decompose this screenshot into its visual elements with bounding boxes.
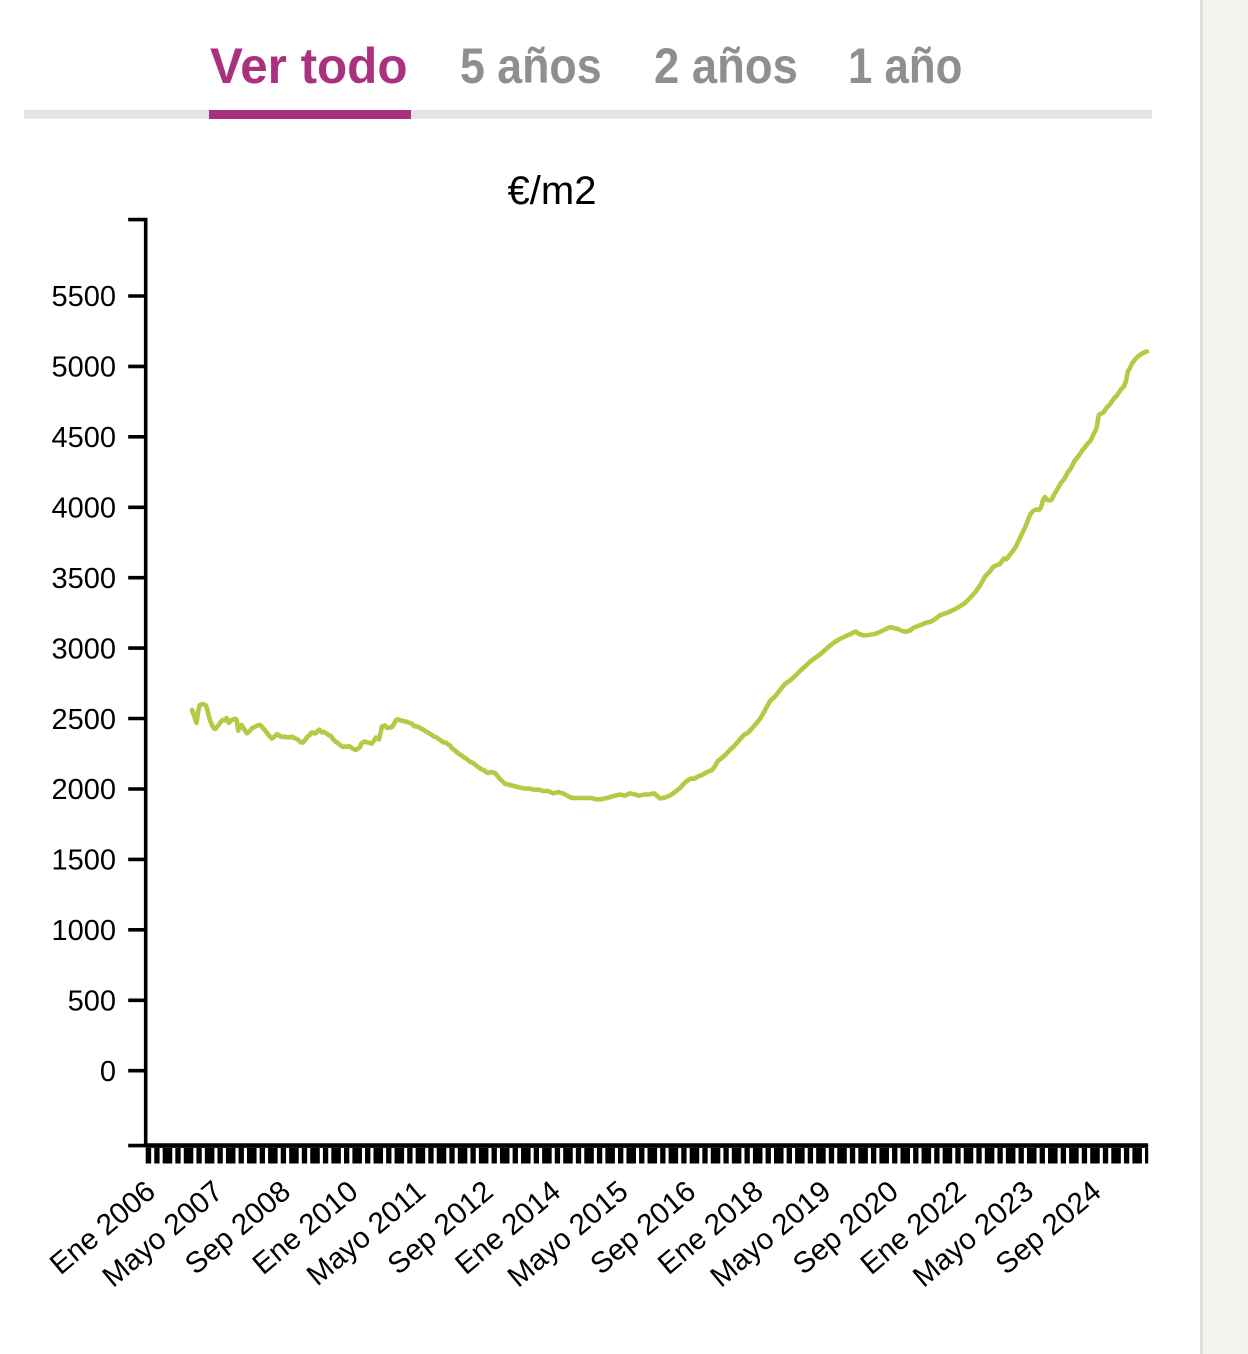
svg-text:Ver todo: Ver todo (210, 38, 408, 94)
svg-text:1 año: 1 año (848, 38, 962, 94)
svg-text:500: 500 (68, 986, 116, 1018)
svg-text:1500: 1500 (51, 845, 116, 877)
svg-text:2500: 2500 (51, 704, 116, 736)
svg-text:4500: 4500 (51, 422, 116, 454)
svg-text:3000: 3000 (51, 633, 116, 665)
svg-text:5500: 5500 (51, 281, 116, 313)
svg-text:0: 0 (100, 1056, 116, 1088)
svg-text:5000: 5000 (51, 352, 116, 384)
svg-text:€/m2: €/m2 (508, 169, 597, 213)
svg-text:5 años: 5 años (460, 38, 602, 94)
svg-text:3500: 3500 (51, 563, 116, 595)
svg-text:1000: 1000 (51, 915, 116, 947)
svg-text:4000: 4000 (51, 493, 116, 525)
svg-text:2000: 2000 (51, 774, 116, 806)
svg-text:2 años: 2 años (654, 38, 798, 94)
